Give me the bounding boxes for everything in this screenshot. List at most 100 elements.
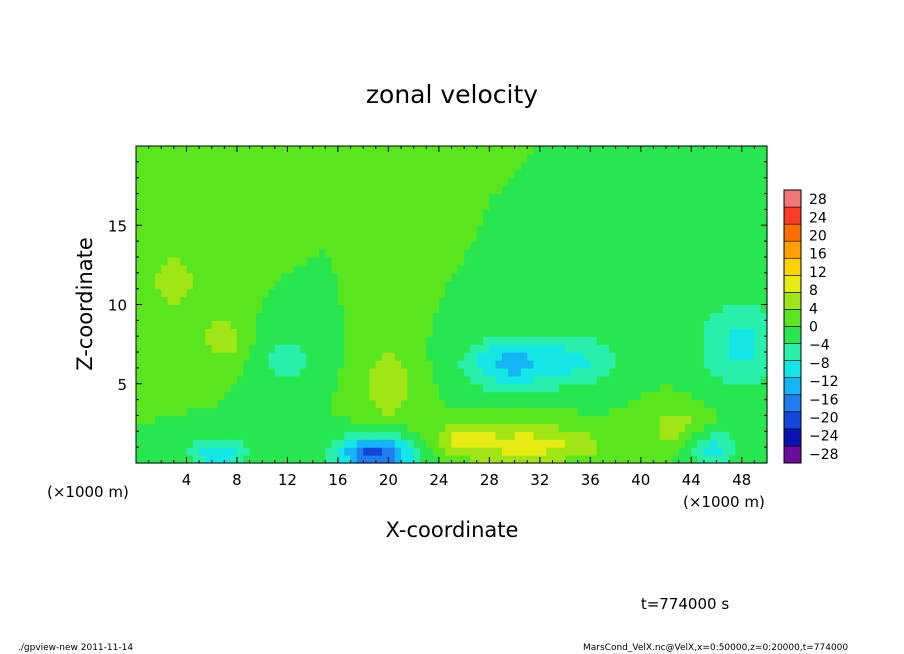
heatmap-cell <box>596 439 604 448</box>
heatmap-cell <box>394 352 402 361</box>
heatmap-cell <box>501 447 509 456</box>
heatmap-cell <box>470 352 478 361</box>
heatmap-cell <box>394 439 402 448</box>
heatmap-cell <box>501 288 509 298</box>
heatmap-cell <box>470 423 478 432</box>
heatmap-cell <box>363 344 371 353</box>
heatmap-cell <box>584 431 591 440</box>
heatmap-cell <box>325 423 333 432</box>
heatmap-cell <box>647 336 655 345</box>
heatmap-cell <box>407 359 415 369</box>
heatmap-cell <box>546 359 554 369</box>
heatmap-cell <box>419 391 427 401</box>
heatmap-cell <box>413 367 421 377</box>
heatmap-cell <box>287 241 295 250</box>
heatmap-cell <box>218 312 225 321</box>
heatmap-cell <box>514 431 522 440</box>
heatmap-cell <box>350 193 358 203</box>
heatmap-cell <box>211 161 219 171</box>
heatmap-cell <box>192 225 200 234</box>
heatmap-cell <box>577 312 585 321</box>
heatmap-cell <box>350 415 358 424</box>
heatmap-cell <box>710 185 718 195</box>
heatmap-cell <box>281 185 289 195</box>
heatmap-cell <box>703 359 711 369</box>
heatmap-cell <box>716 249 724 258</box>
heatmap-cell <box>161 375 169 385</box>
heatmap-cell <box>647 375 655 385</box>
heatmap-cell <box>565 249 572 258</box>
heatmap-cell <box>394 146 402 155</box>
heatmap-cell <box>666 367 673 377</box>
heatmap-cell <box>451 320 459 329</box>
heatmap-cell <box>211 359 219 369</box>
heatmap-cell <box>558 431 566 440</box>
heatmap-cell <box>224 352 232 361</box>
heatmap-cell <box>590 431 598 440</box>
heatmap-cell <box>596 344 604 353</box>
heatmap-cell <box>136 241 143 250</box>
heatmap-cell <box>552 256 560 266</box>
heatmap-cell <box>230 264 238 274</box>
heatmap-cell <box>426 383 434 393</box>
heatmap-cell <box>218 447 225 456</box>
heatmap-cell <box>546 169 554 179</box>
heatmap-cell <box>710 177 718 187</box>
heatmap-cell <box>691 312 699 321</box>
heatmap-cell <box>142 367 150 377</box>
heatmap-cell <box>710 431 718 440</box>
heatmap-cell <box>754 367 762 377</box>
heatmap-cell <box>716 146 724 155</box>
heatmap-cell <box>230 225 238 234</box>
heatmap-cell <box>173 201 181 210</box>
heatmap-cell <box>401 264 408 274</box>
heatmap-cell <box>539 320 547 329</box>
heatmap-cell <box>741 153 749 163</box>
heatmap-cell <box>565 217 572 226</box>
heatmap-cell <box>451 264 459 274</box>
heatmap-cell <box>356 312 364 321</box>
heatmap-cell <box>748 352 755 361</box>
heatmap-cell <box>565 177 572 187</box>
heatmap-cell <box>293 455 301 464</box>
heatmap-cell <box>180 344 188 353</box>
heatmap-cell <box>451 375 459 385</box>
heatmap-cell <box>136 201 143 210</box>
heatmap-cell <box>653 455 661 464</box>
heatmap-cell <box>741 169 749 179</box>
heatmap-cell <box>584 256 591 266</box>
heatmap-cell <box>722 304 730 314</box>
heatmap-cell <box>628 193 636 203</box>
heatmap-cell <box>659 328 667 337</box>
heatmap-cell <box>684 415 692 424</box>
heatmap-cell <box>325 225 333 234</box>
heatmap-cell <box>653 249 661 258</box>
heatmap-cell <box>615 161 623 171</box>
heatmap-cell <box>205 328 213 337</box>
heatmap-cell <box>514 447 522 456</box>
heatmap-cell <box>691 241 699 250</box>
heatmap-cell <box>621 447 629 456</box>
heatmap-cell <box>325 431 333 440</box>
heatmap-cell <box>205 185 213 195</box>
heatmap-cell <box>325 280 333 290</box>
heatmap-cell <box>142 193 150 203</box>
heatmap-cell <box>684 375 692 385</box>
heatmap-cell <box>672 233 680 242</box>
heatmap-cell <box>136 249 143 258</box>
heatmap-cell <box>653 407 661 417</box>
heatmap-cell <box>167 359 175 369</box>
heatmap-cell <box>514 439 522 448</box>
heatmap-cell <box>293 320 301 329</box>
heatmap-cell <box>173 399 181 409</box>
heatmap-cell <box>180 455 188 464</box>
heatmap-cell <box>552 280 560 290</box>
heatmap-cell <box>344 280 352 290</box>
heatmap-cell <box>590 201 598 210</box>
heatmap-cell <box>628 201 636 210</box>
heatmap-cell <box>262 288 270 298</box>
heatmap-cell <box>205 146 213 155</box>
heatmap-cell <box>666 447 673 456</box>
